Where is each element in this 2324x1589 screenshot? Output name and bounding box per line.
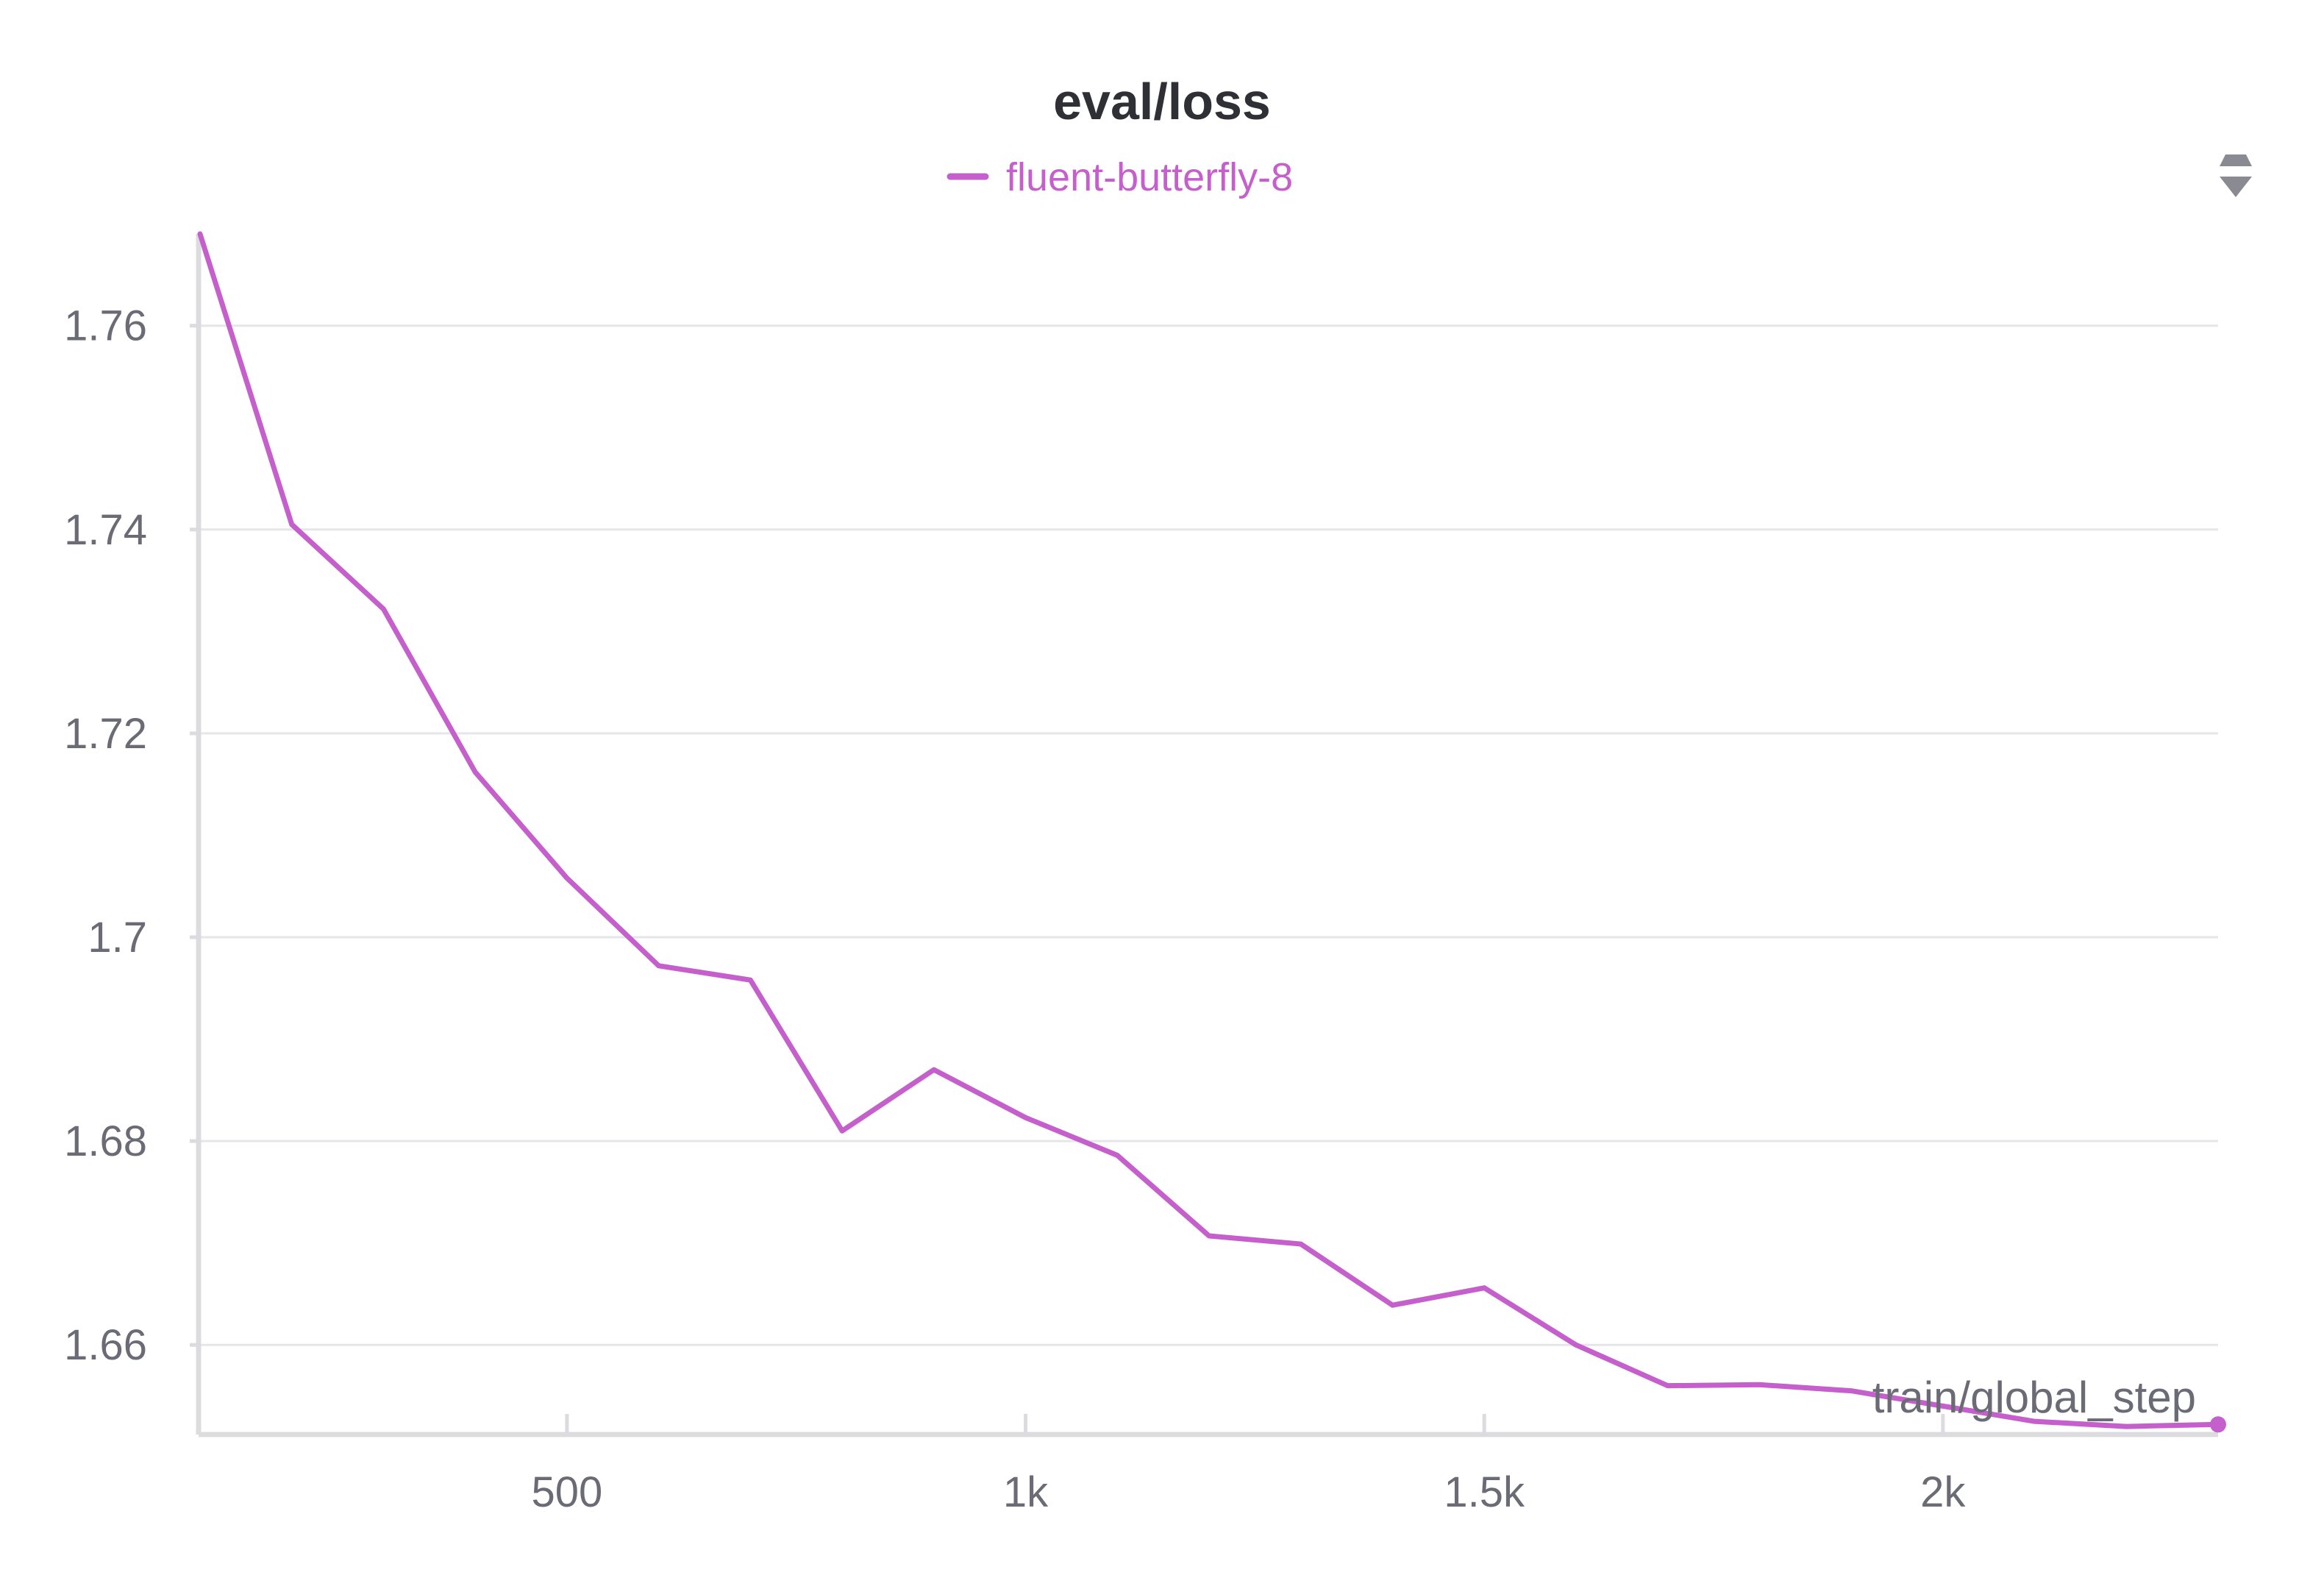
- caret-up-icon: [2220, 154, 2252, 166]
- legend[interactable]: fluent-butterfly-8: [947, 155, 1293, 199]
- data-point[interactable]: [1851, 1390, 1852, 1391]
- axes: [196, 234, 2218, 1437]
- x-tick-label: 1.5k: [1444, 1468, 1525, 1516]
- y-tick-label: 1.66: [64, 1321, 147, 1369]
- x-axis-title: train/global_step: [1872, 1373, 2196, 1422]
- legend-scroll-icon[interactable]: [2220, 154, 2252, 197]
- data-point[interactable]: [2126, 1426, 2127, 1427]
- y-tick-label: 1.68: [64, 1117, 147, 1165]
- x-tick-label: 2k: [1920, 1468, 1966, 1516]
- chart-title: eval/loss: [1053, 73, 1271, 130]
- data-point[interactable]: [200, 234, 201, 235]
- legend-label: fluent-butterfly-8: [1006, 155, 1293, 199]
- grid: [200, 324, 2218, 1346]
- data-point[interactable]: [291, 524, 292, 525]
- y-tick-label: 1.7: [88, 914, 147, 961]
- y-tick-label: 1.72: [64, 710, 147, 758]
- data-point[interactable]: [1209, 1235, 1210, 1236]
- data-point[interactable]: [1025, 1117, 1026, 1118]
- x-tick-label: 1k: [1003, 1468, 1049, 1516]
- data-point[interactable]: [1392, 1305, 1393, 1306]
- x-axis-ticks: 500 1k 1.5k 2k: [532, 1414, 1966, 1516]
- data-point[interactable]: [1667, 1385, 1668, 1386]
- series-line-0[interactable]: [197, 231, 2221, 1429]
- y-axis-ticks: 1.66 1.68 1.7 1.72 1.74 1.76: [64, 302, 200, 1369]
- data-point[interactable]: [1117, 1155, 1118, 1156]
- data-point[interactable]: [658, 965, 659, 966]
- caret-down-icon: [2220, 177, 2252, 197]
- data-point[interactable]: [2210, 1416, 2226, 1433]
- data-point[interactable]: [1575, 1345, 1576, 1346]
- data-point[interactable]: [1484, 1287, 1485, 1288]
- data-point[interactable]: [1759, 1384, 1760, 1385]
- y-tick-label: 1.76: [64, 302, 147, 350]
- x-tick-label: 500: [532, 1468, 603, 1516]
- data-point[interactable]: [383, 608, 384, 609]
- y-tick-label: 1.74: [64, 506, 147, 554]
- data-point[interactable]: [1300, 1244, 1301, 1245]
- series-layer: [197, 231, 2226, 1433]
- data-point[interactable]: [750, 980, 751, 981]
